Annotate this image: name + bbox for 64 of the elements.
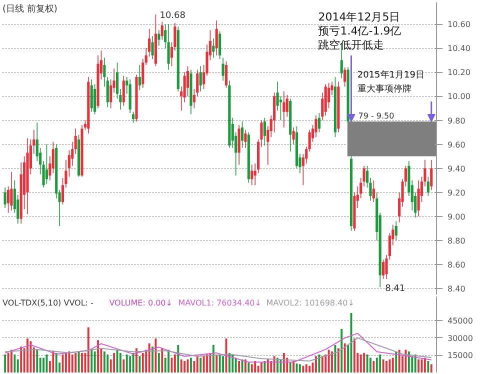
y-tick-label: 9.00 <box>448 212 466 222</box>
annotation: 跳空低开低走 <box>318 38 384 52</box>
candlestick <box>328 82 330 109</box>
candlestick <box>160 21 164 40</box>
text: MAVOL1: 76034.40↓ <box>178 298 262 308</box>
y-tick-label: 8.60 <box>448 260 466 270</box>
text: MAVOL2: 101698.40↓ <box>266 298 354 308</box>
chart-title: (日线 前复权) <box>2 4 58 14</box>
annotation: 2015年1月19日 <box>357 70 424 80</box>
candlestick <box>244 129 247 148</box>
y-tick-label: 9.20 <box>448 188 466 198</box>
candlestick <box>158 30 160 46</box>
candlestick <box>222 57 224 82</box>
candlestick <box>138 64 141 91</box>
y-tick-label: 10.20 <box>448 68 470 78</box>
y-tick-label: 10.00 <box>448 92 470 102</box>
band-label: 79 - 9.50 <box>358 111 394 120</box>
candlestick <box>94 84 96 115</box>
y-tick-label: 10.60 <box>448 20 470 30</box>
candlestick <box>224 60 228 88</box>
candlestick <box>292 127 295 145</box>
candlestick <box>263 117 266 146</box>
candlestick <box>151 36 154 60</box>
candlestick <box>344 66 346 88</box>
candlestick <box>394 220 398 241</box>
y-tick-label: 30000 <box>448 334 473 343</box>
candlestick <box>382 259 385 280</box>
y-tick-label: 10.40 <box>448 44 470 54</box>
y-tick-label: 9.40 <box>448 164 466 174</box>
candlestick <box>6 186 10 214</box>
annotation: VOLUME: 0.00↓ <box>109 298 172 308</box>
candlestick <box>132 111 135 124</box>
candlestick <box>45 144 48 184</box>
candlestick <box>417 180 420 217</box>
candlestick <box>212 38 215 58</box>
y-tick-label: 9.60 <box>448 140 466 150</box>
y-tick-label: 15000 <box>448 351 473 360</box>
candlestick <box>240 121 244 148</box>
annotation: 重大事项停牌 <box>357 84 412 94</box>
annotation: 10.68 <box>160 11 186 22</box>
annotation: 预亏1.4亿-1.9亿 <box>318 24 402 38</box>
candlestick <box>167 24 170 70</box>
y-tick-label: 8.40 <box>448 284 466 294</box>
annotation: 2014年12月5日 <box>318 10 400 24</box>
y-tick-label: 8.80 <box>448 236 466 246</box>
candlestick <box>218 30 222 60</box>
line-series <box>4 332 432 363</box>
candlestick <box>250 164 254 186</box>
candlestick <box>282 91 286 128</box>
candlestick <box>430 160 433 190</box>
candlestick <box>90 79 93 112</box>
candlestick <box>4 187 6 208</box>
y-tick-label: 45000 <box>448 316 473 326</box>
candlestick <box>10 172 13 211</box>
candlestick <box>199 66 202 92</box>
candlestick <box>215 20 218 56</box>
line-series <box>4 337 432 362</box>
candlestick <box>318 112 320 133</box>
annotation: 8.41 <box>385 284 406 294</box>
y-tick-label: 9.80 <box>448 116 466 126</box>
chart-title: VOL-TDX(5,10) VVOL: - <box>2 298 94 308</box>
candlestick <box>372 180 375 202</box>
candlestick <box>426 176 430 196</box>
candlestick <box>122 75 125 106</box>
